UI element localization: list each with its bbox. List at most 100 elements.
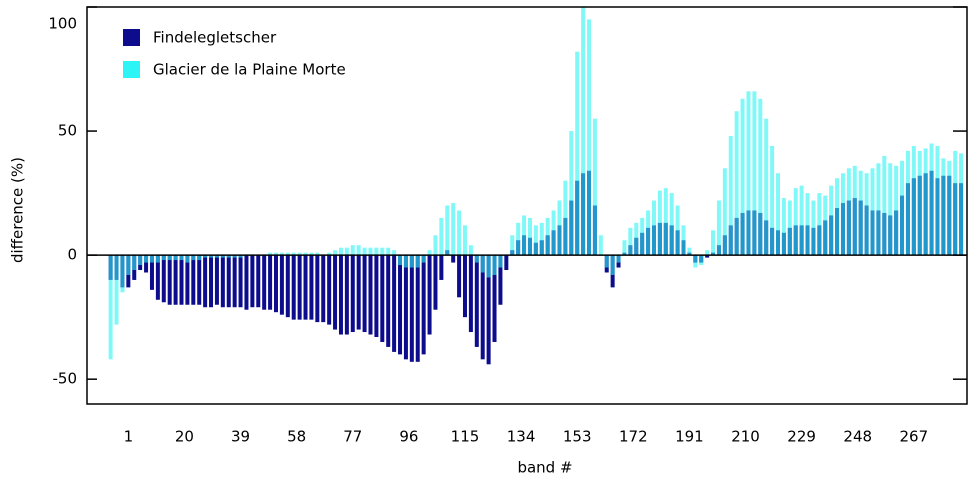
bar (592, 118, 597, 256)
bar (191, 255, 196, 261)
x-tick-label: 267 (900, 428, 929, 446)
bar (309, 255, 314, 320)
bar (917, 150, 922, 256)
bar (173, 255, 178, 305)
bar (510, 235, 515, 256)
bar (433, 255, 438, 310)
x-tick-label: 96 (399, 428, 418, 446)
bar (516, 222, 521, 256)
bar (781, 198, 786, 256)
bar (711, 230, 716, 256)
bar (403, 255, 408, 360)
bar (338, 255, 343, 335)
bar (787, 200, 792, 256)
bar (380, 255, 385, 342)
bar (327, 255, 332, 325)
legend-label: Glacier de la Plaine Morte (153, 61, 346, 79)
bar (149, 255, 154, 263)
bar (392, 255, 397, 352)
bar (155, 255, 160, 263)
x-tick-label: 191 (675, 428, 704, 446)
bar (905, 150, 910, 256)
bar (256, 255, 261, 308)
bar (486, 255, 491, 365)
bar (793, 188, 798, 256)
bar (380, 247, 385, 256)
bar (451, 255, 456, 263)
bar (776, 173, 781, 256)
x-tick-label: 115 (451, 428, 480, 446)
bar (474, 255, 479, 263)
bar (687, 247, 692, 256)
bar (344, 247, 349, 256)
bar (409, 255, 414, 362)
bar (740, 98, 745, 256)
bar (462, 255, 467, 318)
bar (321, 255, 326, 323)
bar (752, 91, 757, 256)
bar (663, 188, 668, 256)
bar (120, 255, 125, 293)
legend-swatch (123, 29, 140, 46)
bar (468, 245, 473, 256)
bar (167, 255, 172, 261)
bar (179, 255, 184, 305)
bar (356, 245, 361, 256)
bar (398, 255, 403, 355)
bar (882, 155, 887, 256)
bar (492, 255, 497, 342)
bar (167, 255, 172, 305)
bar (415, 255, 420, 362)
bar (338, 247, 343, 256)
bar (392, 250, 397, 256)
bar (203, 255, 208, 308)
bar (114, 255, 119, 325)
bar (445, 205, 450, 256)
bar (374, 247, 379, 256)
bar (651, 200, 656, 256)
x-tick-label: 134 (507, 428, 536, 446)
bar (492, 255, 497, 275)
bar (799, 185, 804, 256)
y-tick-label: -50 (53, 370, 78, 388)
bar (746, 91, 751, 256)
x-tick-label: 1 (124, 428, 134, 446)
bar (858, 170, 863, 256)
bar (675, 205, 680, 256)
bar (722, 168, 727, 256)
bar (138, 255, 143, 266)
bar (291, 252, 296, 256)
bar (640, 217, 645, 256)
bar (705, 255, 710, 258)
bar (468, 255, 473, 333)
bar (533, 225, 538, 256)
bar (309, 252, 314, 256)
bar (959, 153, 964, 256)
bar (291, 255, 296, 320)
bar (551, 210, 556, 256)
y-tick-label: 0 (67, 246, 77, 264)
bar (268, 252, 273, 256)
bar (439, 217, 444, 256)
bar (297, 252, 302, 256)
bar (486, 255, 491, 278)
bar (398, 255, 403, 266)
x-tick-label: 248 (843, 428, 872, 446)
bar (220, 255, 225, 258)
bar (805, 193, 810, 256)
bar (498, 255, 503, 305)
bar (581, 7, 586, 256)
bar (498, 255, 503, 268)
x-tick-label: 77 (343, 428, 362, 446)
bar (716, 200, 721, 256)
bar (657, 190, 662, 256)
bar (344, 255, 349, 335)
bar (480, 255, 485, 273)
bar (852, 165, 857, 256)
bar (333, 250, 338, 256)
bar (197, 255, 202, 305)
bar (953, 150, 958, 256)
bar (220, 255, 225, 308)
bar (764, 118, 769, 256)
